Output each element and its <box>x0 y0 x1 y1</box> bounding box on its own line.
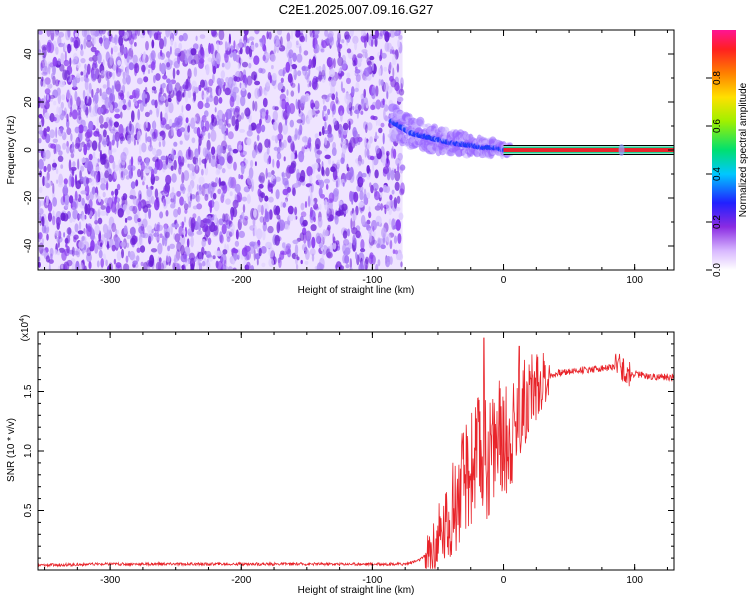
colorbar-tick-label: 0.0 <box>712 263 723 277</box>
colorbar-tick-label: 0.8 <box>712 71 723 85</box>
heatmap-ytick-label: -40 <box>23 238 34 253</box>
snr-xtick-label: -200 <box>231 575 251 586</box>
snr-xlabel: Height of straight line (km) <box>298 585 415 596</box>
heatmap-ytick-label: 40 <box>23 48 34 60</box>
heatmap-signal-ridge <box>387 103 674 160</box>
colorbar-label: Normalized spectral amplitude <box>738 82 749 217</box>
snr-ylabel: SNR (10 * v/v) <box>6 418 17 482</box>
heatmap-xtick-label: -200 <box>231 275 251 286</box>
heatmap-xtick-label: 100 <box>626 275 643 286</box>
snr-xtick-label: 0 <box>501 575 507 586</box>
heatmap-ytick-label: 20 <box>23 96 34 108</box>
colorbar-gradient <box>712 30 736 270</box>
heatmap-ytick-label: 0 <box>23 147 34 153</box>
heatmap-xtick-label: 0 <box>501 275 507 286</box>
snr-ytick-label: 1.5 <box>23 384 34 398</box>
snr-exponent-label: (x104) <box>19 315 31 342</box>
snr-ytick-label: 1.0 <box>23 444 34 458</box>
colorbar-tick-label: 0.2 <box>712 215 723 229</box>
heatmap-noise-field <box>38 30 406 270</box>
colorbar-tick-label: 0.4 <box>712 167 723 181</box>
colorbar: 0.0 0.2 0.4 0.6 0.8 Normalized spectral ampl… <box>706 30 749 277</box>
snr-xtick-label: -300 <box>100 575 120 586</box>
snr-xtick-label: -100 <box>362 575 382 586</box>
colorbar-tick-label: 0.6 <box>712 119 723 133</box>
snr-xtick-label: 100 <box>626 575 643 586</box>
heatmap-xtick-label: -100 <box>362 275 382 286</box>
heatmap-xlabel: Height of straight line (km) <box>298 285 415 296</box>
figure-title: C2E1.2025.007.09.16.G27 <box>279 2 434 17</box>
snr-ytick-label: 0.5 <box>23 503 34 517</box>
snr-series-line <box>38 337 674 569</box>
heatmap-xtick-label: -300 <box>100 275 120 286</box>
heatmap-ylabel: Frequency (Hz) <box>6 116 17 185</box>
snr-panel: -300 -200 -100 0 100 0.5 1.0 1.5 Height of str… <box>6 315 675 596</box>
snr-frame <box>37 331 675 571</box>
heatmap-ytick-label: -20 <box>23 190 34 205</box>
